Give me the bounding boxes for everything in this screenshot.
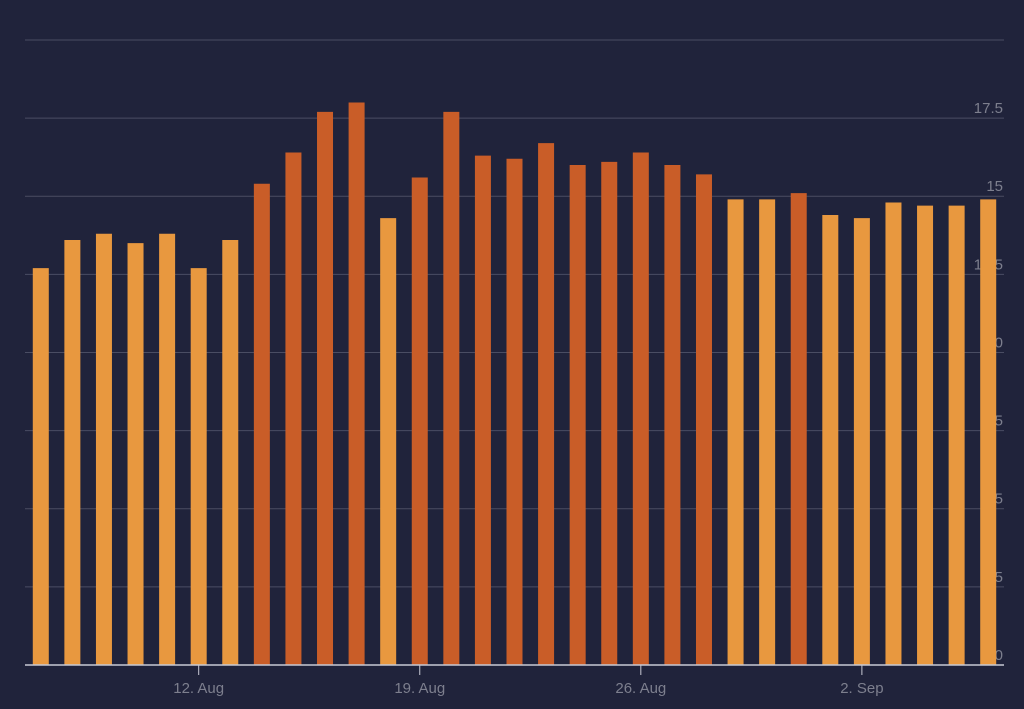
bar: [538, 143, 555, 665]
bar: [664, 165, 681, 665]
bar: [411, 177, 428, 665]
bar: [95, 233, 112, 665]
x-tick-label: 12. Aug: [173, 680, 224, 697]
bar: [32, 268, 49, 665]
bar: [506, 158, 523, 665]
y-tick-label: 15: [986, 178, 1003, 195]
bar: [822, 215, 839, 665]
bar: [853, 218, 870, 665]
bar: [64, 240, 81, 665]
bar: [380, 218, 397, 665]
bar: [159, 233, 176, 665]
y-tick-label: 17.5: [974, 100, 1003, 117]
x-tick-label: 19. Aug: [394, 680, 445, 697]
x-tick-label: 2. Sep: [840, 680, 883, 697]
y-tick-label: 0: [995, 647, 1003, 664]
bar: [632, 152, 649, 665]
bar: [727, 199, 744, 665]
bar: [569, 165, 586, 665]
bar: [885, 202, 902, 665]
bar: [917, 205, 934, 665]
bar: [474, 155, 491, 665]
bar: [790, 193, 807, 665]
bar: [695, 174, 712, 665]
bar: [127, 243, 144, 665]
bar: [190, 268, 207, 665]
bar: [443, 111, 460, 665]
bar: [759, 199, 776, 665]
y-tick-label: 5: [995, 491, 1003, 508]
bar: [601, 161, 618, 665]
bar: [317, 111, 334, 665]
bar: [285, 152, 302, 665]
bar: [948, 205, 965, 665]
bar: [348, 102, 365, 665]
x-tick-label: 26. Aug: [615, 680, 666, 697]
bar: [980, 199, 997, 665]
bar: [222, 240, 239, 665]
bar: [253, 183, 270, 665]
